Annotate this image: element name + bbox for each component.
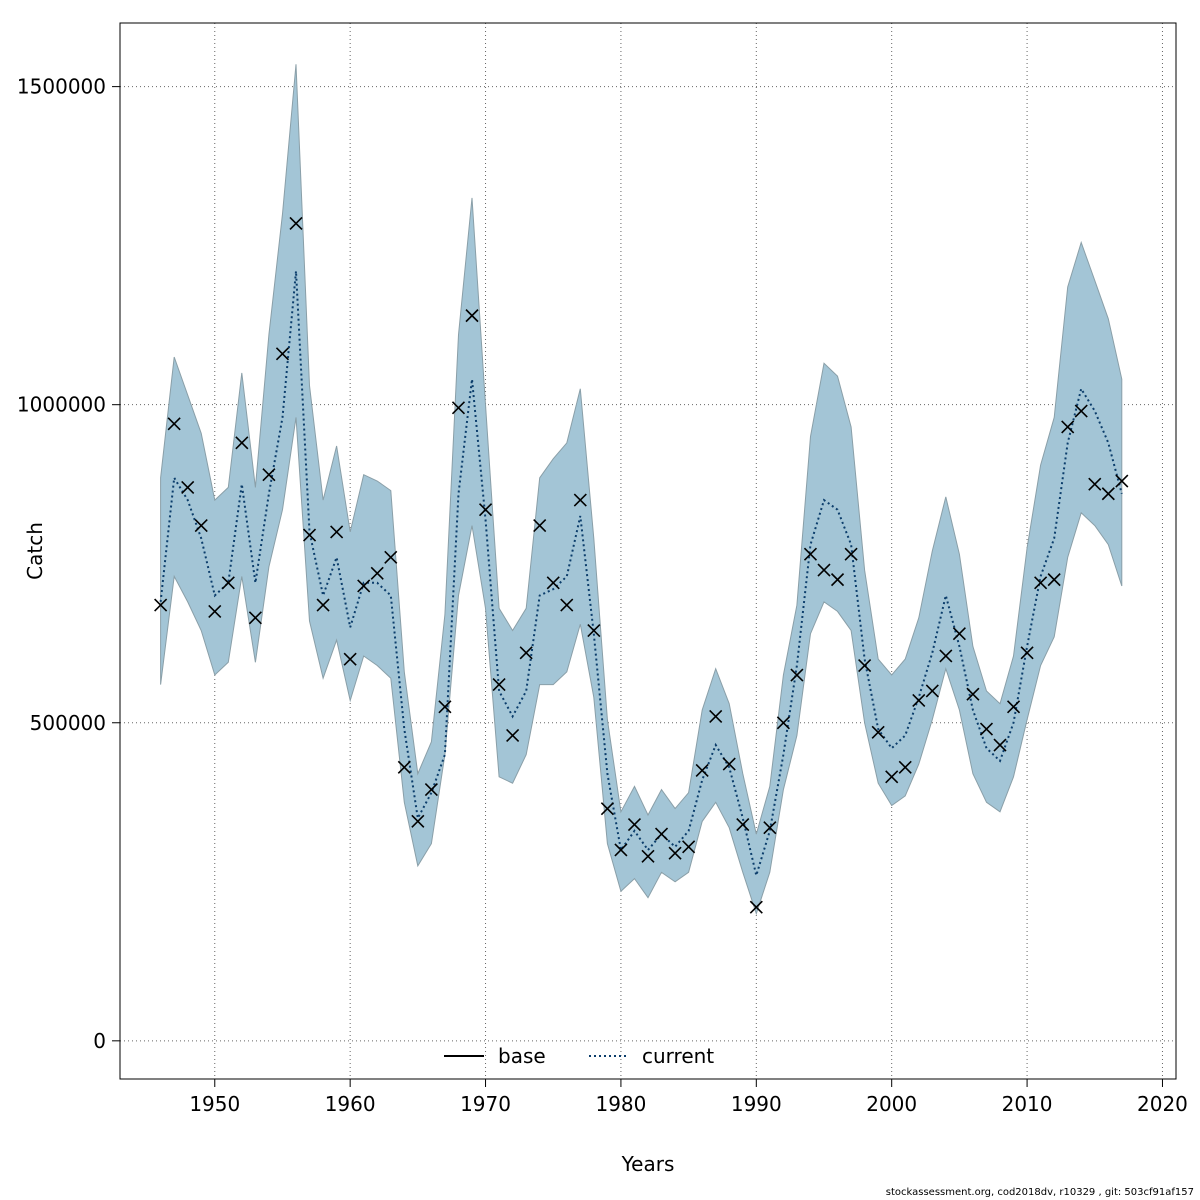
x-tick-label-2020: 2020 [1137, 1092, 1188, 1116]
observation-point-1967 [438, 700, 452, 714]
observation-point-1987 [709, 709, 723, 723]
plot-frame [119, 22, 1177, 1080]
observation-point-1954 [262, 468, 276, 482]
observation-point-1988 [722, 757, 736, 771]
observation-point-2001 [898, 760, 912, 774]
observation-point-2014 [1074, 404, 1088, 418]
y-axis-title: Catch [23, 522, 47, 580]
x-axis-title: Years [621, 1152, 675, 1176]
y-tick-label-1: 500000 [30, 711, 106, 735]
confidence-band [160, 64, 1123, 916]
observation-point-2017 [1115, 474, 1129, 488]
x-tick-label-1960: 1960 [325, 1092, 376, 1116]
observation-point-1955 [275, 347, 290, 361]
observation-point-2004 [939, 649, 953, 663]
observation-point-1947 [167, 417, 181, 431]
observation-point-2007 [979, 722, 994, 736]
observation-point-1985 [682, 840, 696, 854]
y-tick-label-2: 1000000 [17, 393, 106, 417]
y-tick-label-3: 1500000 [17, 75, 106, 99]
observation-point-1993 [790, 668, 804, 682]
observation-point-1957 [302, 528, 317, 542]
x-tick-label-2010: 2010 [1002, 1092, 1053, 1116]
observation-point-1948 [181, 480, 195, 494]
observation-point-1999 [871, 725, 885, 739]
observation-point-1961 [357, 579, 371, 593]
observation-point-1977 [573, 493, 587, 507]
y-axis: 0 500000 1000000 1500000 [17, 75, 121, 1053]
observation-point-1982 [641, 849, 655, 863]
y-tick-label-0: 0 [93, 1029, 106, 1053]
observation-point-1976 [560, 598, 574, 612]
observation-point-1964 [397, 760, 411, 774]
observation-point-2008 [993, 738, 1007, 752]
observation-point-1973 [519, 646, 533, 660]
observation-point-1978 [587, 623, 601, 638]
legend: base current [444, 1044, 714, 1068]
observation-point-2013 [1061, 420, 1075, 434]
observation-point-1984 [668, 846, 682, 860]
observation-point-1958 [316, 598, 330, 612]
observation-point-1950 [208, 604, 222, 618]
observation-point-1968 [451, 401, 466, 415]
observation-point-1991 [763, 821, 777, 835]
observation-point-1951 [221, 576, 235, 590]
observation-point-1952 [235, 436, 249, 450]
legend-label-base: base [498, 1044, 546, 1068]
x-tick-label-1970: 1970 [460, 1092, 511, 1116]
observation-point-2003 [925, 684, 939, 698]
observation-point-1965 [411, 814, 425, 828]
observation-point-1980 [614, 843, 628, 857]
observation-point-1979 [600, 802, 614, 816]
observation-markers [154, 216, 1129, 914]
observation-point-1963 [384, 550, 398, 564]
observation-point-2015 [1088, 477, 1102, 491]
observation-point-1972 [506, 728, 520, 743]
observation-point-1995 [817, 563, 831, 577]
observation-point-1974 [533, 518, 547, 533]
x-tick-label-2000: 2000 [866, 1092, 917, 1116]
observation-point-1990 [749, 900, 763, 914]
x-tick-label-1980: 1980 [595, 1092, 646, 1116]
observation-point-1956 [289, 216, 303, 230]
observation-point-2010 [1020, 646, 1034, 660]
x-tick-label-1950: 1950 [189, 1092, 240, 1116]
observation-point-1983 [654, 827, 669, 841]
observation-point-2005 [952, 627, 966, 641]
grid-lines [120, 23, 1176, 1079]
observation-point-1953 [248, 611, 262, 625]
observation-point-1949 [194, 518, 208, 533]
legend-label-current: current [642, 1044, 714, 1068]
observation-point-1992 [776, 716, 790, 730]
observation-point-1994 [803, 547, 818, 561]
x-tick-label-1990: 1990 [731, 1092, 782, 1116]
footer-credit: stockassessment.org, cod2018dv, r10329 ,… [885, 1187, 1194, 1198]
observation-point-1960 [343, 652, 357, 666]
observation-point-1966 [424, 782, 438, 797]
observation-point-1986 [695, 763, 709, 778]
observation-point-1971 [492, 678, 506, 692]
observation-point-1981 [627, 817, 642, 832]
observation-point-2011 [1034, 576, 1048, 590]
observation-point-1946 [154, 598, 168, 612]
observation-point-1989 [736, 817, 750, 832]
observation-point-1969 [465, 309, 479, 323]
observation-point-2000 [885, 770, 899, 784]
observation-point-2012 [1047, 573, 1061, 587]
observation-point-1975 [546, 576, 560, 590]
observation-point-1970 [478, 503, 493, 517]
observation-point-2002 [912, 693, 926, 708]
observation-point-1962 [370, 566, 384, 580]
observation-point-2016 [1101, 487, 1115, 501]
observation-point-1996 [830, 573, 845, 587]
observation-point-1959 [330, 525, 344, 539]
observation-point-2009 [1006, 700, 1021, 714]
x-axis: 1950 1960 1970 1980 1990 2000 2010 2020 [189, 1078, 1188, 1116]
observation-point-1997 [844, 547, 858, 561]
confidence-band-layer [160, 64, 1123, 916]
observation-point-1998 [858, 658, 872, 673]
observation-point-2006 [966, 687, 980, 701]
